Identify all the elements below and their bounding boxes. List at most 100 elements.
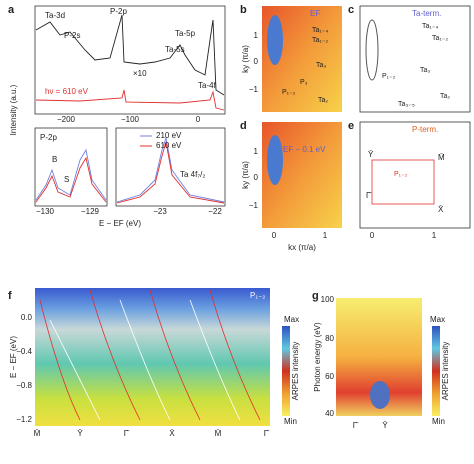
x-tick-label: 0 [272, 231, 277, 240]
feature [267, 135, 283, 185]
colorbar-min: Min [284, 417, 297, 426]
y-tick-label: 1 [254, 147, 259, 156]
x-tick-label: Γ̄ [124, 429, 130, 438]
axes [359, 5, 471, 113]
annotation: Ta₃ [316, 62, 326, 69]
spectrum [116, 136, 225, 203]
spectrum [35, 89, 225, 111]
x-tick-label: 0 [370, 231, 375, 240]
x-tick-label: Γ̄ [353, 421, 359, 430]
x-tick-label: −129 [81, 207, 100, 216]
x-tick-label: Ȳ [382, 421, 388, 430]
peak-label: P-2s [64, 31, 80, 40]
annotation: P₁₋₂ [382, 73, 396, 80]
inset-title: Ta 4f₇/₂ [180, 170, 205, 179]
y-tick-label: −1.2 [16, 415, 32, 424]
point-label: Γ̄ [366, 191, 372, 200]
x-tick-label: Ȳ [77, 429, 83, 438]
y-label: Photon energy (eV) [313, 322, 322, 392]
annotation: P₁₋₂ [394, 171, 408, 178]
x-tick-label: 1 [432, 231, 437, 240]
annotation: Ta₁₋₂ [432, 35, 448, 42]
y-tick-label: 1 [254, 31, 259, 40]
colorbar [432, 326, 440, 416]
colorbar-max: Max [430, 315, 445, 324]
y-tick-label: 0.0 [21, 313, 33, 322]
panel-label: c [348, 4, 354, 16]
annotation: Ta₁₋₄ [422, 23, 438, 30]
spectrum [35, 156, 107, 203]
y-tick-label: 0 [254, 173, 259, 182]
y-tick-label: −0.8 [16, 381, 32, 390]
x-tick-label: −200 [57, 115, 76, 124]
marker-label: B [52, 155, 57, 164]
panel-label: a [8, 4, 15, 16]
peak-label: P-2p [110, 7, 127, 16]
x-label: kx (π/a) [288, 243, 316, 252]
energy-label: hν = 610 eV [45, 87, 89, 96]
annotation: Ta₁₋₄ [312, 27, 328, 34]
y-tick-label: −1 [249, 201, 259, 210]
map-title: EF − 0.1 eV [283, 145, 326, 154]
y-label: E − EF (eV) [9, 336, 18, 378]
axes [34, 5, 226, 115]
x-tick-label: −100 [121, 115, 140, 124]
point-label: X̄ [438, 205, 444, 214]
legend-label: 610 eV [156, 141, 182, 150]
annotation: P₃ [300, 79, 308, 86]
annotation: Ta₂ [318, 97, 328, 104]
x-tick-label: −23 [153, 207, 167, 216]
annotation: P₁₋₂ [282, 89, 296, 96]
annotation: Ta₃ [420, 67, 430, 74]
spectrum [35, 14, 225, 96]
annotation: Ta₁₋₂ [312, 37, 328, 44]
contour [365, 19, 379, 81]
y-tick-label: −1 [249, 85, 259, 94]
scale-label: ×10 [133, 69, 147, 78]
y-tick-label: −0.4 [16, 347, 32, 356]
annotation: P₁₋₂ [250, 291, 265, 300]
spectrum [35, 148, 107, 201]
band-calc [49, 299, 241, 421]
y-label: ky (π/a) [241, 161, 250, 189]
colorbar-label: ARPES intensity [291, 342, 300, 401]
y-tick-label: 80 [325, 334, 334, 343]
peak-label: Ta-5p [175, 29, 196, 38]
x-tick-label: −130 [36, 207, 55, 216]
colorbar-label: ARPES intensity [441, 342, 450, 401]
colorbar [282, 326, 290, 416]
spectrum [116, 141, 225, 204]
y-tick-label: 0 [254, 57, 259, 66]
x-tick-label: 0 [196, 115, 201, 124]
feature [267, 15, 283, 65]
marker-label: S [64, 175, 69, 184]
peak-label: Ta-5s [165, 45, 185, 54]
panel-label: b [240, 4, 247, 16]
peak-label: Ta-3d [45, 11, 65, 20]
x-tick-label: 1 [323, 231, 328, 240]
legend-label: 210 eV [156, 131, 182, 140]
panel-label: d [240, 120, 247, 132]
feature [370, 381, 390, 409]
x-tick-label: X̄ [169, 429, 175, 438]
axes [34, 127, 108, 207]
x-tick-label: Γ̄ [264, 429, 270, 438]
arpes-map [35, 288, 270, 426]
y-tick-label: 60 [325, 372, 334, 381]
point-label: Ȳ [368, 150, 374, 159]
map-title: EF [310, 9, 320, 18]
panel-label: f [8, 290, 12, 302]
annotation: Ta₃₋₅ [398, 101, 415, 108]
map-title: P-term. [412, 125, 438, 134]
colorbar-max: Max [284, 315, 299, 324]
panel-label: e [348, 120, 354, 132]
x-tick-label: −22 [208, 207, 222, 216]
point-label: M̄ [438, 153, 445, 162]
panel-label: g [312, 290, 319, 302]
y-tick-label: 100 [321, 295, 335, 304]
colorbar-min: Min [432, 417, 445, 426]
x-tick-label: M̄ [34, 429, 41, 438]
annotation: Ta₂ [440, 93, 450, 100]
x-tick-label: M̄ [215, 429, 222, 438]
axes [359, 121, 471, 229]
